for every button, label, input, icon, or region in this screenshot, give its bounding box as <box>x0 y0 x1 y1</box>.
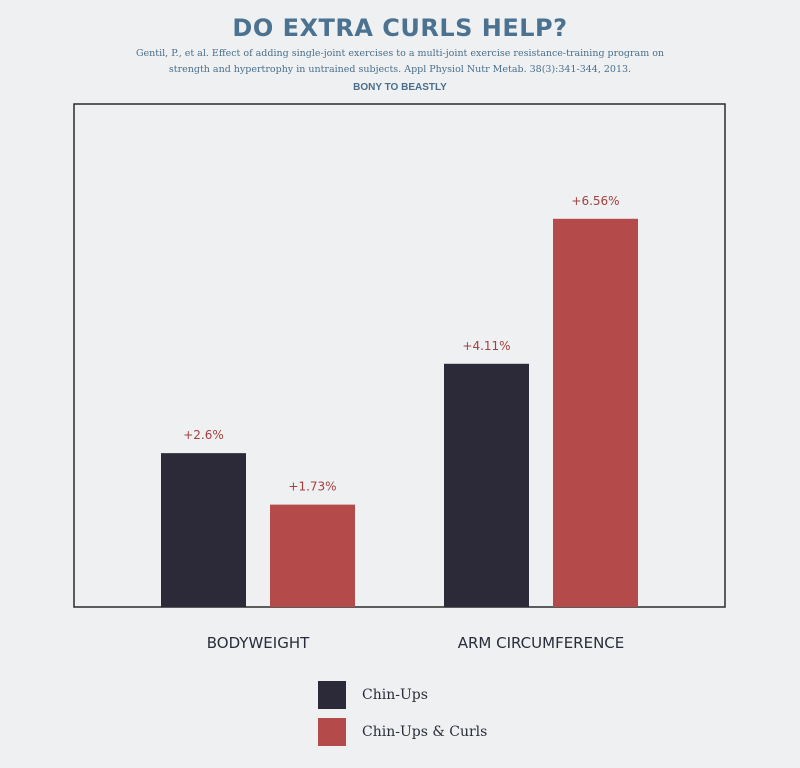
bar-chin-ups-1 <box>444 363 529 607</box>
legend-swatch-chin-ups <box>318 681 346 709</box>
citation-line-2: strength and hypertrophy in untrained su… <box>168 64 632 75</box>
x-tick-label: ARM CIRCUMFERENCE <box>458 634 625 652</box>
legend-item-chin-ups-curls: Chin-Ups & Curls <box>318 717 487 747</box>
bar-chin-ups-curls-1 <box>553 218 638 607</box>
legend-item-chin-ups: Chin-Ups <box>318 680 428 710</box>
citation: Gentil, P., et al. Effect of adding sing… <box>120 46 680 78</box>
bar-chin-ups-0 <box>161 453 246 607</box>
bar-value-label: +1.73% <box>288 480 336 494</box>
bar-value-label: +4.11% <box>462 339 510 353</box>
credit: BONY TO BEASTLY <box>353 82 447 93</box>
legend-label-chin-ups-curls: Chin-Ups & Curls <box>362 724 488 740</box>
legend-swatch-chin-ups-curls <box>318 718 346 746</box>
bar-chin-ups-curls-0 <box>270 504 355 607</box>
citation-line-1: Gentil, P., et al. Effect of adding sing… <box>135 48 665 59</box>
chart-title: DO EXTRA CURLS HELP? <box>232 14 568 42</box>
bar-value-label: +6.56% <box>571 194 619 208</box>
bar-value-label: +2.6% <box>183 428 224 442</box>
legend-label-chin-ups: Chin-Ups <box>362 687 428 703</box>
plot-frame <box>73 103 726 608</box>
x-tick-label: BODYWEIGHT <box>207 634 310 652</box>
